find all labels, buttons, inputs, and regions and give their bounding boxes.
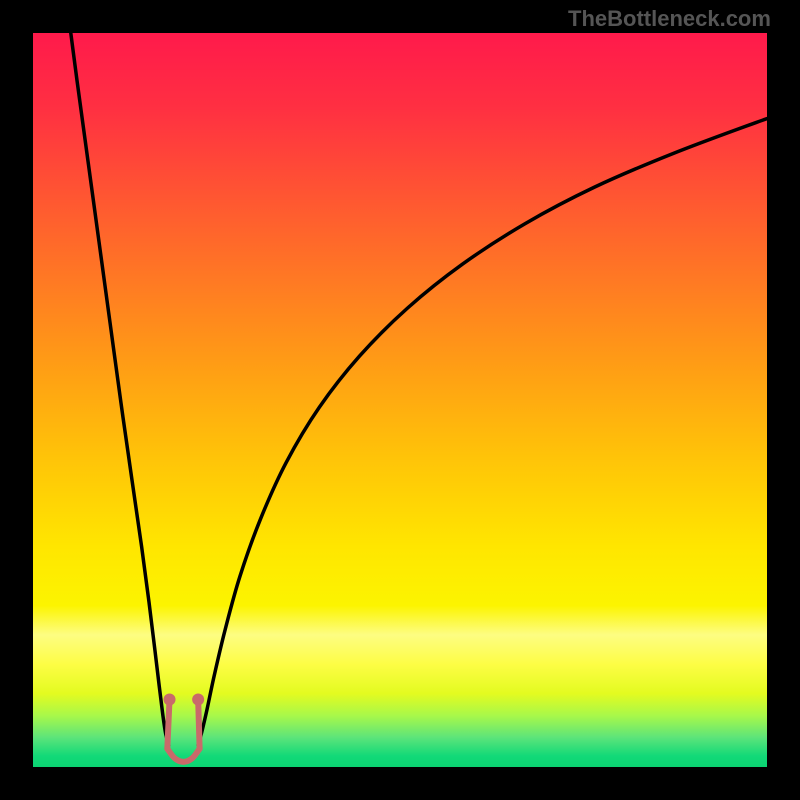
curve-left-branch <box>66 33 169 745</box>
trough-marker-left-stem <box>167 699 169 748</box>
plot-area <box>33 33 767 767</box>
trough-marker-left-dot <box>164 693 176 705</box>
trough-marker-right-dot <box>192 693 204 705</box>
watermark-text: TheBottleneck.com <box>568 6 771 32</box>
curve-layer <box>33 33 767 767</box>
trough-u-connector <box>167 749 199 762</box>
outer-frame: TheBottleneck.com <box>0 0 800 800</box>
curve-right-branch <box>198 106 767 745</box>
trough-marker-right-stem <box>198 699 199 748</box>
